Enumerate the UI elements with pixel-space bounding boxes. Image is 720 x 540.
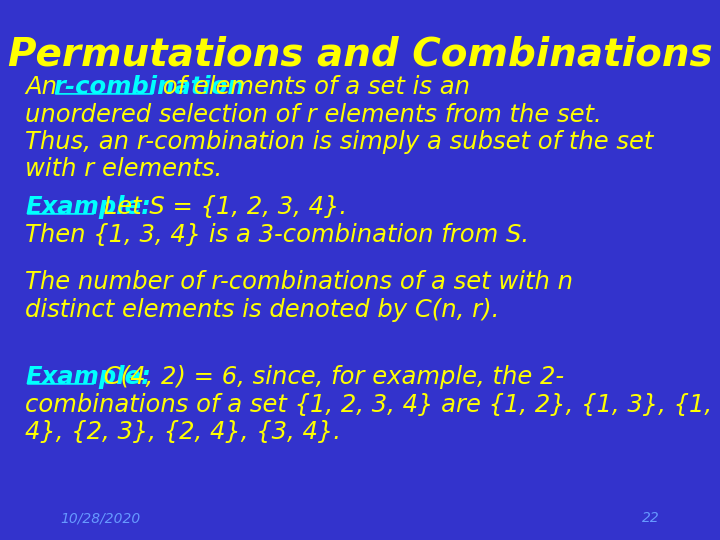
Text: distinct elements is denoted by C(n, r).: distinct elements is denoted by C(n, r). bbox=[25, 298, 500, 321]
Text: of elements of a set is an: of elements of a set is an bbox=[155, 75, 470, 99]
Text: Thus, an r-combination is simply a subset of the set: Thus, an r-combination is simply a subse… bbox=[25, 130, 653, 154]
Text: with r elements.: with r elements. bbox=[25, 158, 222, 181]
Text: An: An bbox=[25, 75, 65, 99]
Text: Example:: Example: bbox=[25, 365, 151, 389]
Text: 10/28/2020: 10/28/2020 bbox=[60, 511, 140, 525]
Text: The number of r-combinations of a set with n: The number of r-combinations of a set wi… bbox=[25, 270, 573, 294]
Text: 22: 22 bbox=[642, 511, 660, 525]
Text: Permutations and Combinations: Permutations and Combinations bbox=[8, 35, 712, 73]
Text: unordered selection of r elements from the set.: unordered selection of r elements from t… bbox=[25, 103, 602, 126]
Text: 4}, {2, 3}, {2, 4}, {3, 4}.: 4}, {2, 3}, {2, 4}, {3, 4}. bbox=[25, 420, 341, 444]
Text: Example:: Example: bbox=[25, 195, 151, 219]
Text: combinations of a set {1, 2, 3, 4} are {1, 2}, {1, 3}, {1,: combinations of a set {1, 2, 3, 4} are {… bbox=[25, 393, 712, 416]
Text: Then {1, 3, 4} is a 3-combination from S.: Then {1, 3, 4} is a 3-combination from S… bbox=[25, 222, 529, 246]
Text: r-combination: r-combination bbox=[53, 75, 245, 99]
Text: Let S = {1, 2, 3, 4}.: Let S = {1, 2, 3, 4}. bbox=[96, 195, 347, 219]
Text: C(4, 2) = 6, since, for example, the 2-: C(4, 2) = 6, since, for example, the 2- bbox=[96, 365, 564, 389]
